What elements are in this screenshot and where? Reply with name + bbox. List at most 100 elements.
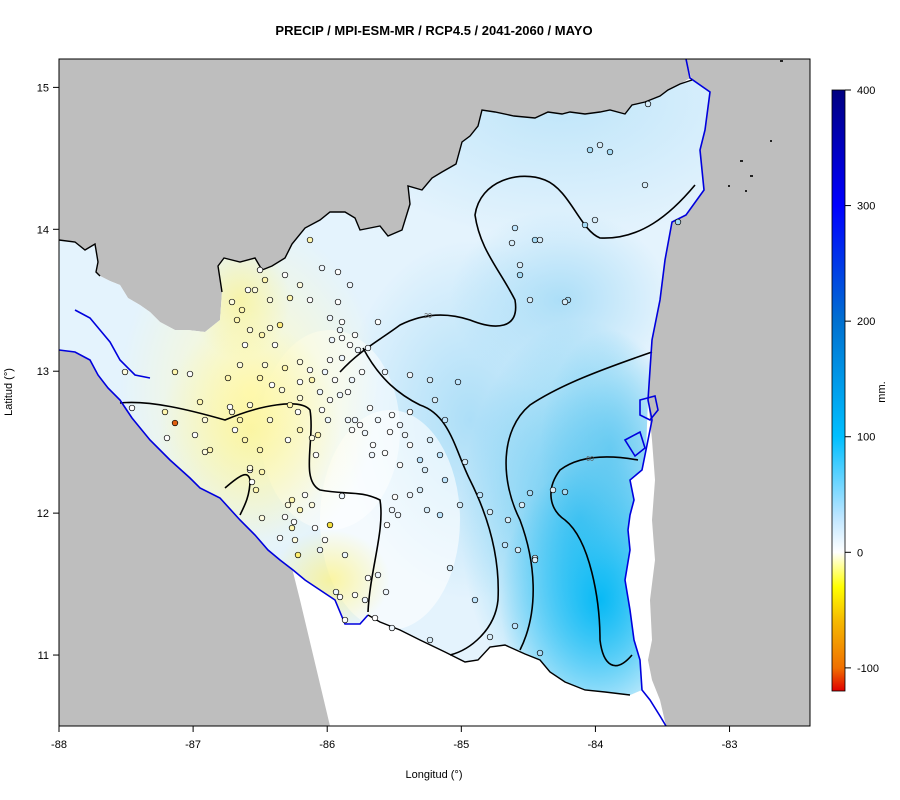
station-point (526, 489, 534, 497)
station-point (224, 374, 232, 382)
gulf-coast (74, 309, 151, 379)
station-point (241, 436, 249, 444)
station-point (334, 268, 342, 276)
station-point (421, 466, 429, 474)
station-point (341, 551, 349, 559)
x-tick-label: -85 (453, 739, 469, 751)
station-point (371, 614, 379, 622)
station-point (296, 281, 304, 289)
colorbar-tick-label: 0 (857, 547, 863, 559)
contour-lines (119, 175, 696, 667)
station-point (268, 381, 276, 389)
station-point (346, 281, 354, 289)
caribbean-islands (728, 60, 783, 192)
station-point (391, 493, 399, 501)
station-point (186, 370, 194, 378)
contour-line (119, 401, 382, 613)
border-salvador (59, 239, 101, 277)
station-point (426, 436, 434, 444)
station-point (308, 501, 316, 509)
station-point (596, 141, 604, 149)
station-point (276, 321, 284, 329)
station-point (531, 556, 539, 564)
station-point (266, 296, 274, 304)
station-point (231, 426, 239, 434)
station-point (348, 426, 356, 434)
station-point (296, 358, 304, 366)
station-point (236, 416, 244, 424)
station-point (561, 298, 569, 306)
station-point (288, 524, 296, 532)
station-point (486, 633, 494, 641)
station-point (351, 331, 359, 339)
station-point (511, 224, 519, 232)
station-point (441, 476, 449, 484)
y-axis: 11 12 13 14 15 (37, 82, 59, 662)
station-point (361, 596, 369, 604)
station-point (351, 416, 359, 424)
station-point (301, 491, 309, 499)
station-point (446, 564, 454, 572)
station-point (266, 324, 274, 332)
station-point (396, 421, 404, 429)
station-point (316, 388, 324, 396)
station-point (344, 388, 352, 396)
station-point (406, 491, 414, 499)
station-point (258, 468, 266, 476)
station-point (321, 536, 329, 544)
contour-line (550, 456, 639, 667)
station-point (281, 364, 289, 372)
station-point (461, 458, 469, 466)
station-point (374, 571, 382, 579)
station-point (381, 449, 389, 457)
station-point (284, 501, 292, 509)
station-point (441, 416, 449, 424)
station-point (334, 298, 342, 306)
station-point (388, 506, 396, 514)
station-point (536, 236, 544, 244)
station-point (644, 100, 652, 108)
station-point (423, 506, 431, 514)
station-point (326, 314, 334, 322)
station-point (394, 511, 402, 519)
station-point (241, 341, 249, 349)
station-point (356, 421, 364, 429)
lagoon-coast (623, 430, 646, 458)
caribbean-coast (624, 59, 711, 726)
station-point (526, 296, 534, 304)
station-point (306, 236, 314, 244)
station-point (381, 368, 389, 376)
station-point (258, 514, 266, 522)
x-axis-label: Longitud (°) (406, 769, 463, 781)
station-point (261, 361, 269, 369)
station-point (294, 551, 302, 559)
colorbar-tick-label: 100 (857, 432, 875, 444)
station-point (364, 574, 372, 582)
x-tick-label: -87 (185, 739, 201, 751)
land-north (59, 59, 690, 332)
pacific-coast (59, 349, 369, 625)
station-point (332, 588, 340, 596)
station-point (321, 368, 329, 376)
station-point (518, 501, 526, 509)
station-point (288, 496, 296, 504)
station-point (354, 346, 362, 354)
colorbar: 400 300 200 100 0 -100 mm. (831, 85, 888, 692)
station-point (436, 511, 444, 519)
station-point (388, 411, 396, 419)
station-point (386, 428, 394, 436)
y-tick-label: 11 (38, 650, 49, 662)
station-point (171, 419, 179, 427)
caribbean-grey (648, 59, 810, 726)
station-point (416, 456, 424, 464)
x-tick-label: -86 (319, 739, 335, 751)
station-point (256, 446, 264, 454)
station-point (369, 441, 377, 449)
station-point (311, 524, 319, 532)
station-point (456, 501, 464, 509)
station-point (374, 318, 382, 326)
station-point (314, 431, 322, 439)
station-point (256, 266, 264, 274)
station-point (406, 441, 414, 449)
